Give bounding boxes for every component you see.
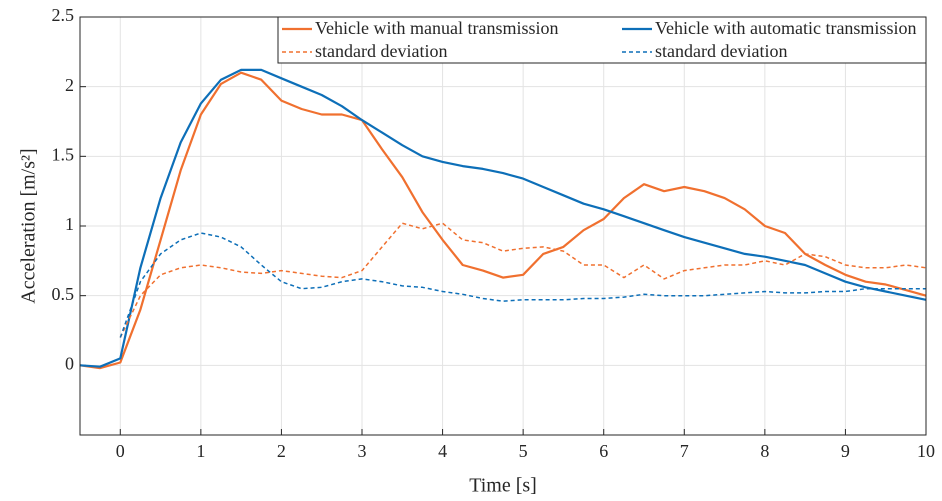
x-tick-label: 10 <box>917 441 935 461</box>
legend-box <box>277 16 927 64</box>
y-tick-label: 0.5 <box>52 284 75 304</box>
x-tick-label: 7 <box>680 441 689 461</box>
legend-label: Vehicle with manual transmission <box>315 18 558 38</box>
line-series <box>119 232 926 338</box>
x-tick-label: 8 <box>760 441 769 461</box>
x-tick-label: 5 <box>519 441 528 461</box>
line-series <box>119 222 927 338</box>
line-series <box>79 68 927 368</box>
x-tick-label: 6 <box>599 441 608 461</box>
y-tick-label: 1.5 <box>52 144 75 164</box>
x-tick-label: 2 <box>277 441 286 461</box>
y-tick-label: 2.5 <box>52 5 75 25</box>
line-series <box>79 71 927 370</box>
legend-label: standard deviation <box>655 41 787 61</box>
x-tick-label: 3 <box>358 441 367 461</box>
y-axis-label: Acceleration [m/s²] <box>18 148 40 303</box>
x-tick-label: 4 <box>438 441 447 461</box>
x-axis-label: Time [s] <box>469 475 537 497</box>
y-tick-label: 0 <box>65 353 74 373</box>
y-tick-label: 1 <box>65 214 74 234</box>
y-tick-label: 2 <box>65 75 74 95</box>
x-tick-label: 9 <box>841 441 850 461</box>
legend-label: Vehicle with automatic transmission <box>655 18 916 38</box>
x-tick-label: 1 <box>196 441 205 461</box>
x-tick-label: 0 <box>116 441 125 461</box>
legend-label: standard deviation <box>315 41 447 61</box>
